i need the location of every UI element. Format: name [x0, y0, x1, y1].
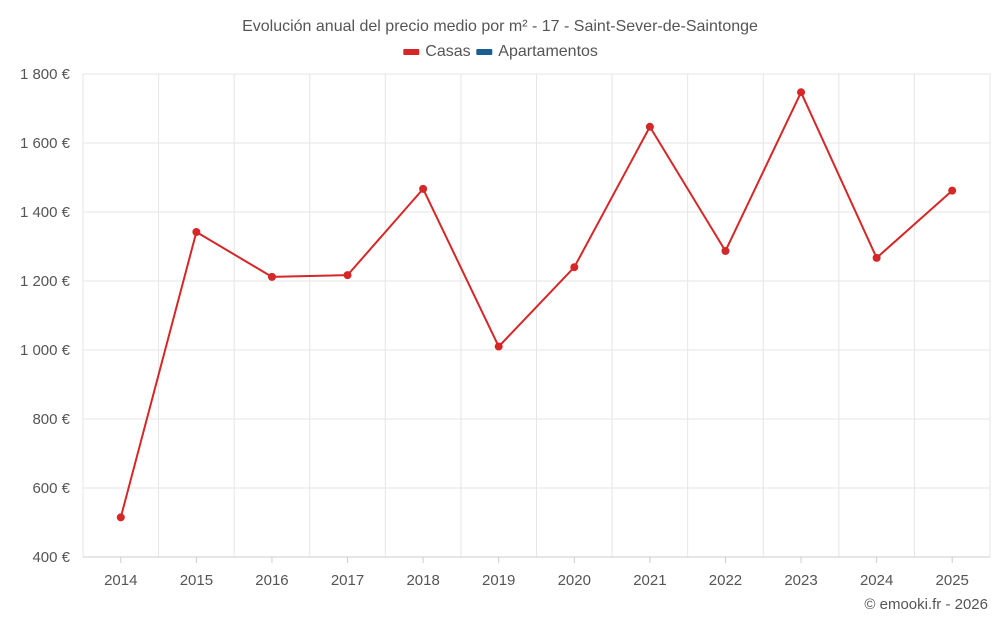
y-tick-label: 1 400 €	[20, 204, 71, 221]
x-tick-label: 2016	[255, 572, 288, 589]
legend-swatch	[403, 49, 420, 55]
legend-label: Casas	[425, 43, 470, 60]
data-point[interactable]	[797, 88, 806, 97]
data-point[interactable]	[570, 263, 579, 272]
data-point[interactable]	[948, 186, 957, 195]
grid	[82, 73, 991, 558]
data-point[interactable]	[116, 513, 125, 522]
data-point[interactable]	[645, 122, 654, 131]
credit-text: © emooki.fr - 2026	[864, 596, 988, 613]
x-tick-label: 2025	[936, 572, 969, 589]
y-tick-label: 1 000 €	[20, 342, 71, 359]
data-point[interactable]	[267, 272, 276, 281]
data-point[interactable]	[872, 253, 881, 262]
y-tick-label: 600 €	[32, 480, 70, 497]
data-point[interactable]	[343, 271, 352, 280]
y-tick-label: 400 €	[32, 549, 70, 566]
x-tick-label: 2022	[709, 572, 742, 589]
data-point[interactable]	[419, 184, 428, 193]
x-tick-label: 2024	[860, 572, 893, 589]
x-tick-label: 2019	[482, 572, 515, 589]
x-tick-label: 2017	[331, 572, 364, 589]
x-tick-label: 2018	[406, 572, 439, 589]
data-point[interactable]	[721, 246, 730, 255]
legend: Casas Apartamentos	[403, 43, 598, 60]
x-tick-label: 2021	[633, 572, 666, 589]
series-line-casas	[119, 91, 953, 518]
y-tick-label: 800 €	[32, 411, 70, 428]
chart-title: Evolución anual del precio medio por m² …	[242, 18, 758, 35]
x-tick-label: 2020	[558, 572, 591, 589]
y-tick-label: 1 800 €	[20, 66, 71, 83]
legend-item-apartamentos[interactable]: Apartamentos	[476, 43, 598, 60]
axes: 400 € 600 € 800 € 1 000 € 1 200 € 1 400 € 1 60…	[20, 66, 990, 589]
y-tick-label: 1 200 €	[20, 273, 71, 290]
x-tick-label: 2023	[784, 572, 817, 589]
legend-item-casas[interactable]: Casas	[403, 43, 471, 60]
legend-label: Apartamentos	[498, 43, 598, 60]
data-point[interactable]	[494, 342, 503, 351]
data-point[interactable]	[192, 228, 201, 237]
x-tick-label: 2014	[104, 572, 137, 589]
series-layer	[116, 88, 957, 522]
legend-swatch	[476, 49, 493, 55]
y-tick-label: 1 600 €	[20, 135, 71, 152]
x-tick-label: 2015	[180, 572, 213, 589]
